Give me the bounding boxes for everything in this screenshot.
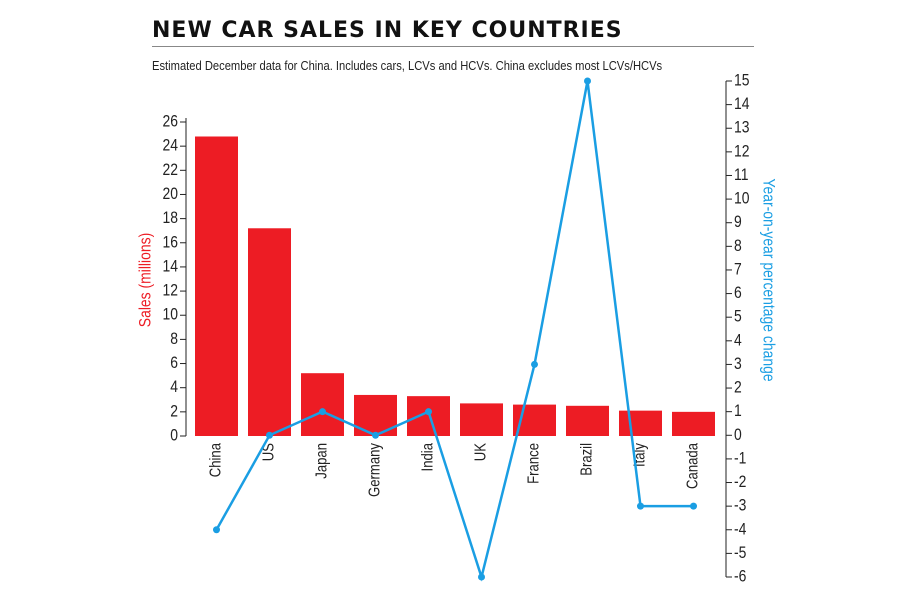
right-tick-label: -2 xyxy=(734,473,746,492)
right-tick-label: 8 xyxy=(734,237,742,256)
bar-japan xyxy=(301,373,344,436)
bar-series xyxy=(195,136,715,436)
left-tick-label: 26 xyxy=(163,112,178,131)
yoy-point-brazil xyxy=(584,77,591,85)
left-tick-label: 24 xyxy=(163,136,179,155)
right-tick-label: 15 xyxy=(734,71,749,90)
left-tick-label: 14 xyxy=(163,257,179,276)
chart-subtitle: Estimated December data for China. Inclu… xyxy=(152,58,663,73)
right-tick-label: -3 xyxy=(734,496,746,515)
left-tick-label: 10 xyxy=(163,306,179,325)
yoy-point-france xyxy=(531,360,538,368)
right-axis-label: Year-on-year percentage change xyxy=(759,178,778,381)
title-divider xyxy=(152,46,754,47)
bar-uk xyxy=(460,403,503,436)
left-tick-label: 4 xyxy=(170,378,178,397)
right-tick-label: 1 xyxy=(734,402,742,421)
right-tick-label: 4 xyxy=(734,331,742,350)
yoy-point-canada xyxy=(690,502,697,510)
left-tick-label: 18 xyxy=(163,209,178,228)
category-label-china: China xyxy=(208,442,225,477)
yoy-point-india xyxy=(425,408,432,416)
chart-title: NEW CAR SALES IN KEY COUNTRIES xyxy=(152,18,623,43)
right-tick-label: 0 xyxy=(734,426,742,445)
category-label-japan: Japan xyxy=(314,443,331,479)
right-tick-label: 5 xyxy=(734,307,742,326)
bar-us xyxy=(248,228,291,436)
right-tick-label: -6 xyxy=(734,567,746,586)
yoy-point-china xyxy=(213,526,220,534)
left-tick-label: 6 xyxy=(170,354,178,373)
right-tick-label: 13 xyxy=(734,119,749,138)
yoy-point-uk xyxy=(478,573,485,581)
yoy-point-germany xyxy=(372,431,379,439)
right-tick-label: -1 xyxy=(734,449,746,468)
category-label-germany: Germany xyxy=(367,442,384,497)
category-label-uk: UK xyxy=(473,443,490,461)
left-tick-label: 0 xyxy=(170,426,178,445)
left-tick-label: 22 xyxy=(163,161,178,180)
right-tick-label: 7 xyxy=(734,260,742,279)
left-tick-label: 12 xyxy=(163,281,178,300)
left-tick-label: 2 xyxy=(170,402,178,421)
right-tick-label: -5 xyxy=(734,544,746,563)
left-tick-label: 16 xyxy=(163,233,178,252)
line-series xyxy=(213,77,697,582)
category-label-brazil: Brazil xyxy=(579,443,596,476)
left-axis-label: Sales (millions) xyxy=(136,233,155,327)
yoy-point-japan xyxy=(319,408,326,416)
right-tick-label: 2 xyxy=(734,378,742,397)
right-tick-label: 12 xyxy=(734,142,749,161)
category-label-india: India xyxy=(420,442,437,471)
right-tick-label: 14 xyxy=(734,95,750,114)
right-tick-label: 10 xyxy=(734,189,750,208)
right-tick-label: 11 xyxy=(734,166,748,185)
yoy-point-us xyxy=(266,431,273,439)
yoy-change-line xyxy=(215,80,694,582)
left-tick-label: 20 xyxy=(163,185,179,204)
category-labels: China US Japan Germany India UK France Brazil It… xyxy=(208,442,702,497)
bar-china xyxy=(195,136,238,436)
right-tick-label: 9 xyxy=(734,213,742,232)
category-label-canada: Canada xyxy=(685,442,702,489)
left-tick-label: 8 xyxy=(170,330,178,349)
right-tick-label: -4 xyxy=(734,520,747,539)
right-tick-label: 6 xyxy=(734,284,742,303)
category-label-france: France xyxy=(526,443,543,484)
right-tick-label: 3 xyxy=(734,355,742,374)
bar-india xyxy=(407,396,450,436)
bar-canada xyxy=(672,411,715,436)
category-label-us: US xyxy=(261,443,278,461)
yoy-point-italy xyxy=(637,502,644,510)
bar-italy xyxy=(619,410,662,436)
bar-brazil xyxy=(566,405,609,436)
